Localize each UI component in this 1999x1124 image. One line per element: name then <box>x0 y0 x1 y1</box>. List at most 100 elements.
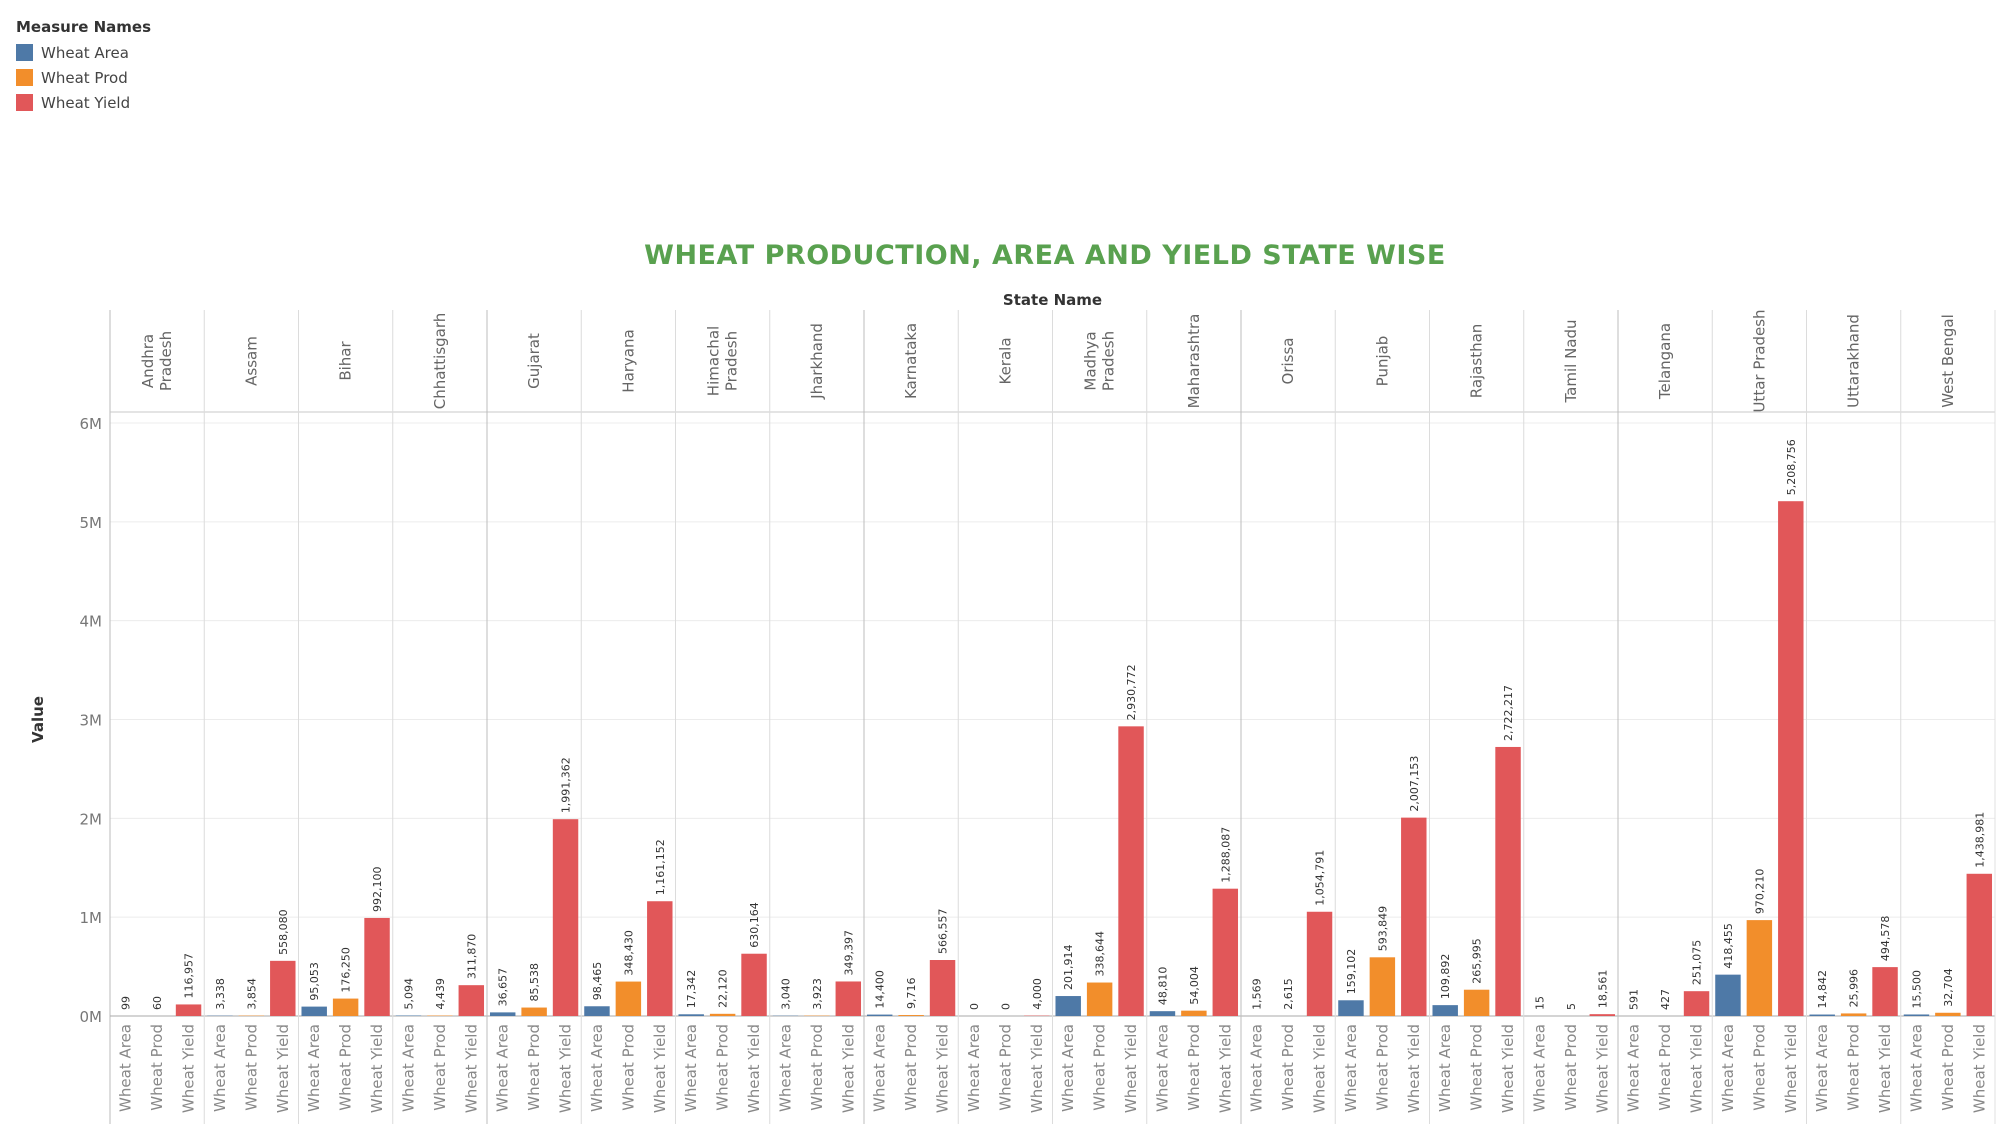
x-measure-label: Wheat Yield <box>274 1024 292 1113</box>
state-header-label: MadhyaPradesh <box>1082 331 1118 391</box>
data-label: 1,054,791 <box>1314 850 1327 906</box>
legend-item-wheat-area[interactable]: Wheat Area <box>16 40 151 65</box>
state-header-label: Chhattisgarh <box>431 313 449 410</box>
data-label: 2,007,153 <box>1408 756 1421 812</box>
data-label: 85,538 <box>528 963 541 1002</box>
x-measure-label: Wheat Area <box>1059 1024 1077 1112</box>
data-label: 566,557 <box>937 909 950 955</box>
bar <box>1118 726 1144 1016</box>
state-header-label: Maharashtra <box>1185 314 1203 409</box>
legend: Measure Names Wheat Area Wheat Prod Whea… <box>16 18 151 115</box>
x-measure-label: Wheat Area <box>1625 1024 1643 1112</box>
y-tick-label: 0M <box>80 1008 103 1026</box>
bar <box>1432 1005 1458 1016</box>
state-header-label: Gujarat <box>525 333 543 389</box>
x-measure-label: Wheat Area <box>211 1024 229 1112</box>
x-measure-label: Wheat Prod <box>902 1024 920 1111</box>
x-measure-label: Wheat Area <box>1436 1024 1454 1112</box>
y-tick-label: 2M <box>80 810 103 828</box>
data-label: 1,569 <box>1251 978 1264 1010</box>
data-label: 2,722,217 <box>1502 685 1515 741</box>
y-tick-label: 5M <box>80 514 103 532</box>
state-header-label: Bihar <box>337 341 355 381</box>
bar <box>1966 873 1993 1016</box>
legend-item-wheat-prod[interactable]: Wheat Prod <box>16 65 151 90</box>
bar <box>929 960 956 1016</box>
x-measure-label: Wheat Area <box>871 1024 889 1112</box>
data-label: 1,288,087 <box>1219 827 1232 883</box>
data-label: 48,810 <box>1156 967 1169 1006</box>
bar <box>1149 1011 1176 1016</box>
y-tick-label: 3M <box>80 712 103 730</box>
x-measure-label: Wheat Prod <box>1939 1024 1957 1111</box>
legend-item-wheat-yield[interactable]: Wheat Yield <box>16 90 151 115</box>
x-measure-label: Wheat Yield <box>1593 1024 1611 1113</box>
data-label: 14,842 <box>1816 970 1829 1009</box>
data-label: 109,892 <box>1439 954 1452 1000</box>
bar <box>1086 982 1113 1016</box>
state-header-label: Kerala <box>996 337 1014 384</box>
data-label: 593,849 <box>1376 906 1389 952</box>
data-label: 4,439 <box>434 978 447 1010</box>
x-measure-label: Wheat Yield <box>1782 1024 1800 1113</box>
x-measure-label: Wheat Area <box>965 1024 983 1112</box>
x-measure-label: Wheat Yield <box>651 1024 669 1113</box>
bar <box>521 1007 547 1016</box>
data-label: 558,080 <box>277 909 290 955</box>
data-label: 32,704 <box>1942 968 1955 1007</box>
data-label: 60 <box>151 996 164 1010</box>
x-measure-label: Wheat Prod <box>148 1024 166 1111</box>
bar <box>1872 967 1898 1016</box>
x-measure-label: Wheat Yield <box>1876 1024 1894 1113</box>
bar <box>615 981 642 1016</box>
x-measure-label: Wheat Area <box>494 1024 512 1112</box>
x-measure-label: Wheat Yield <box>1688 1024 1706 1113</box>
x-measure-label: Wheat Prod <box>714 1024 732 1111</box>
data-label: 251,075 <box>1691 940 1704 986</box>
data-label: 54,004 <box>1188 966 1201 1005</box>
state-header-label: Assam <box>242 336 260 386</box>
x-measure-label: Wheat Area <box>305 1024 323 1112</box>
x-measure-label: Wheat Prod <box>808 1024 826 1111</box>
x-measure-label: Wheat Yield <box>180 1024 198 1113</box>
x-measure-label: Wheat Yield <box>462 1024 480 1113</box>
bar <box>584 1006 610 1016</box>
x-measure-label: Wheat Prod <box>431 1024 449 1111</box>
column-header-label: State Name <box>1003 291 1102 309</box>
x-measure-label: Wheat Prod <box>1373 1024 1391 1111</box>
data-label: 159,102 <box>1345 949 1358 995</box>
bar <box>1055 996 1081 1016</box>
bar <box>175 1004 202 1016</box>
data-label: 591 <box>1628 989 1641 1010</box>
data-label: 3,923 <box>811 978 824 1010</box>
x-measure-label: Wheat Area <box>1813 1024 1831 1112</box>
bar <box>835 981 862 1016</box>
data-label: 992,100 <box>371 866 384 912</box>
bar <box>678 1014 704 1016</box>
data-label: 338,644 <box>1094 931 1107 977</box>
chart-title: WHEAT PRODUCTION, AREA AND YIELD STATE W… <box>644 240 1446 271</box>
state-header-label: Tamil Nadu <box>1562 319 1580 403</box>
bar <box>1338 1000 1364 1016</box>
bar <box>741 953 767 1016</box>
bar <box>1683 991 1710 1016</box>
x-measure-label: Wheat Prod <box>1091 1024 1109 1111</box>
bar <box>301 1006 327 1016</box>
x-measure-label: Wheat Prod <box>1562 1024 1580 1111</box>
state-header-label: Uttarakhand <box>1845 314 1863 408</box>
bar <box>1495 746 1521 1016</box>
data-label: 494,578 <box>1879 916 1892 962</box>
data-label: 265,995 <box>1471 938 1484 984</box>
bar <box>1401 817 1427 1016</box>
bar <box>1212 888 1239 1016</box>
state-header-label: Rajasthan <box>1468 324 1486 399</box>
data-label: 970,210 <box>1753 869 1766 915</box>
bar <box>709 1013 736 1016</box>
data-label: 5,094 <box>402 978 415 1010</box>
legend-swatch-wheat-yield <box>16 94 33 111</box>
state-header-label: Karnataka <box>902 323 920 399</box>
x-measure-label: Wheat Prod <box>1750 1024 1768 1111</box>
x-measure-label: Wheat Area <box>1248 1024 1266 1112</box>
bar <box>1589 1014 1616 1016</box>
